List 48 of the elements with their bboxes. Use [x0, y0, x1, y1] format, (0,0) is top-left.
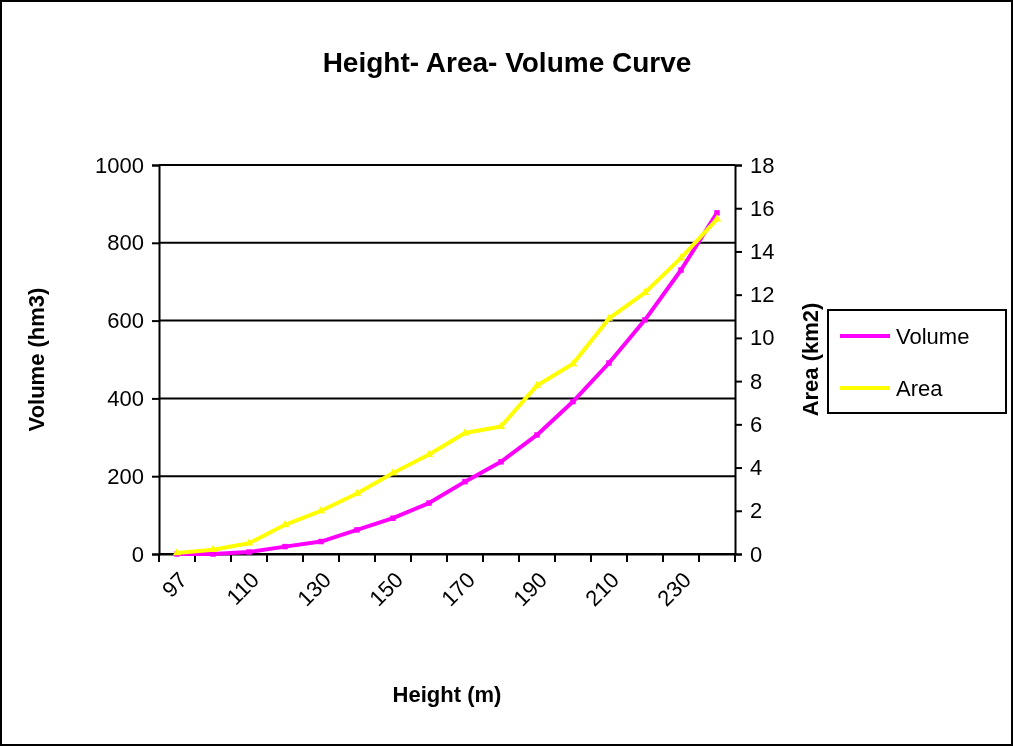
point	[244, 538, 254, 546]
y2-axis-title: Area (km2)	[798, 302, 823, 417]
point	[604, 313, 614, 321]
y-tick-label: 400	[107, 385, 144, 411]
y2-tick-label: 4	[750, 455, 763, 481]
x-axis-title: Height (m)	[392, 682, 502, 707]
point	[642, 317, 648, 323]
y-tick-label: 800	[107, 230, 144, 256]
x-tick-label: 97	[156, 567, 192, 603]
point	[714, 210, 720, 216]
point	[390, 515, 396, 521]
x-tick-label: 130	[292, 567, 336, 611]
x-tick-label: 210	[580, 567, 624, 611]
y2-tick-label: 14	[750, 238, 775, 264]
x-tick-label: 150	[364, 567, 408, 611]
point	[318, 538, 324, 545]
point	[282, 543, 288, 550]
point	[246, 549, 252, 555]
y2-tick-label: 12	[750, 282, 775, 308]
legend-label: Area	[896, 375, 944, 401]
point	[678, 267, 684, 273]
y-tick-label: 1000	[95, 152, 144, 178]
y2-tick-label: 6	[750, 411, 763, 437]
y-tick-label: 600	[107, 308, 144, 334]
y2-tick-label: 0	[750, 541, 763, 567]
y-tick-label: 200	[107, 463, 144, 489]
point	[534, 432, 540, 438]
point	[498, 459, 504, 465]
y2-tick-label: 2	[750, 498, 763, 524]
point	[570, 398, 576, 405]
point	[676, 253, 686, 261]
y2-tick-label: 8	[750, 368, 763, 394]
x-tick-label: 190	[508, 567, 552, 611]
point	[532, 380, 542, 388]
legend-label: Volume	[896, 323, 970, 349]
point	[426, 500, 432, 506]
x-tick-label: 110	[221, 567, 264, 610]
x-tick-label: 170	[436, 567, 480, 611]
y-tick-label: 0	[131, 541, 144, 567]
y2-tick-label: 10	[750, 325, 775, 351]
chart-title: Height- Area- Volume Curve	[322, 47, 692, 78]
point	[606, 360, 612, 366]
point	[462, 478, 468, 485]
point	[354, 527, 360, 533]
y2-tick-label: 16	[750, 195, 775, 221]
y-axis-title: Volume (hm3)	[24, 287, 49, 432]
y2-tick-label: 18	[750, 152, 775, 178]
x-tick-label: 230	[652, 567, 696, 611]
